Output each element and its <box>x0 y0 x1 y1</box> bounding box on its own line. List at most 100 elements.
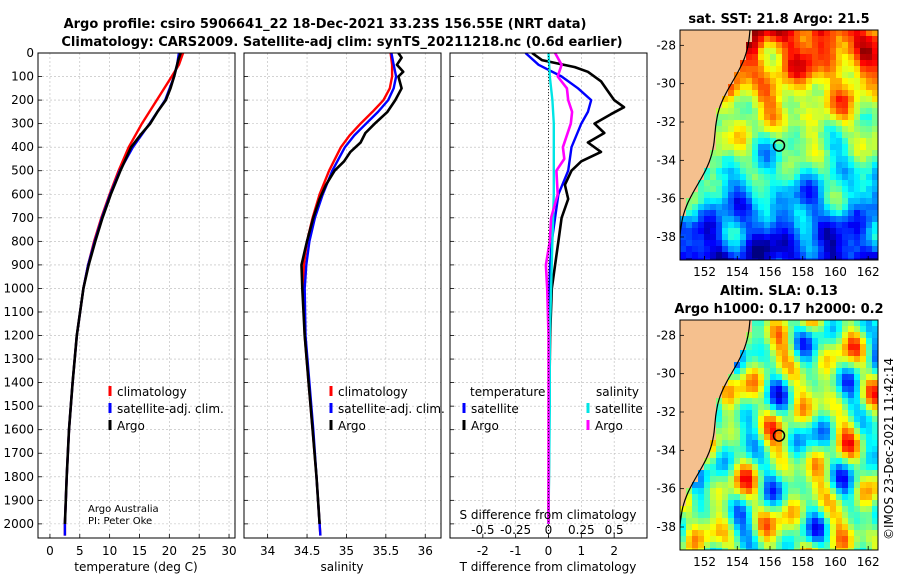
map-cell <box>806 470 813 477</box>
map-cell <box>692 234 699 241</box>
map-cell <box>752 48 759 55</box>
map-cell <box>752 90 759 97</box>
map-cell <box>854 416 861 423</box>
map-cell <box>836 174 843 181</box>
map-cell <box>782 168 789 175</box>
map-cell <box>716 36 723 43</box>
map-cell <box>698 216 705 223</box>
map-y-tick-label: -28 <box>656 38 676 52</box>
map-cell <box>854 72 861 79</box>
map-cell <box>872 216 878 223</box>
map-cell <box>704 60 711 67</box>
map-cell <box>812 210 819 217</box>
map-cell <box>866 476 873 483</box>
map-cell <box>764 428 771 435</box>
map-cell <box>758 138 765 145</box>
map-cell <box>836 102 843 109</box>
map-cell <box>692 174 699 181</box>
map-cell <box>848 252 855 259</box>
map-cell <box>752 180 759 187</box>
map-cell <box>752 114 759 121</box>
map-cell <box>746 72 753 79</box>
map-cell <box>830 174 837 181</box>
map-cell <box>806 326 813 333</box>
map-cell <box>722 258 729 260</box>
coastline <box>680 320 751 533</box>
map-cell <box>716 530 723 537</box>
map-cell <box>764 66 771 73</box>
map-cell <box>836 338 843 345</box>
map-cell <box>806 78 813 85</box>
map-cell <box>842 180 849 187</box>
map-cell <box>848 72 855 79</box>
map-cell <box>752 344 759 351</box>
map-cell <box>710 48 717 55</box>
map-cell <box>812 548 819 550</box>
map-cell <box>806 180 813 187</box>
map-cell <box>776 216 783 223</box>
map-cell <box>692 90 699 97</box>
map-cell <box>740 258 747 260</box>
map-cell <box>686 252 693 259</box>
map-cell <box>866 108 873 115</box>
map-cell <box>836 54 843 61</box>
map-cell <box>818 108 825 115</box>
map-cell <box>704 386 711 393</box>
map-cell <box>860 404 867 411</box>
map-cell <box>836 380 843 387</box>
map-cell <box>686 464 693 471</box>
map-cell <box>830 150 837 157</box>
map-cell <box>704 470 711 477</box>
x-tick-top-label: 0.25 <box>568 523 595 537</box>
map-cell <box>872 380 878 387</box>
map-cell <box>770 476 777 483</box>
map-cell <box>788 548 795 550</box>
map-cell <box>740 60 747 67</box>
temperature-xlabel: temperature (deg C) <box>74 560 197 574</box>
map-cell <box>800 332 807 339</box>
map-cell <box>866 84 873 91</box>
map-cell <box>716 204 723 211</box>
map-cell <box>812 252 819 259</box>
map-cell <box>848 60 855 67</box>
map-cell <box>716 48 723 55</box>
map-cell <box>698 252 705 259</box>
map-cell <box>686 386 693 393</box>
map-cell <box>818 174 825 181</box>
map-cell <box>830 84 837 91</box>
map-cell <box>848 36 855 43</box>
map-cell <box>752 126 759 133</box>
map-cell <box>710 114 717 121</box>
map-cell <box>776 126 783 133</box>
map-cell <box>752 542 759 549</box>
map-cell <box>746 54 753 61</box>
map-cell <box>722 320 729 327</box>
map-cell <box>734 228 741 235</box>
map-cell <box>818 246 825 253</box>
map-cell <box>866 150 873 157</box>
map-cell <box>692 30 699 37</box>
map-cell <box>716 326 723 333</box>
map-cell <box>794 36 801 43</box>
map-cell <box>800 398 807 405</box>
map-cell <box>728 78 735 85</box>
map-cell <box>770 542 777 549</box>
map-cell <box>728 506 735 513</box>
map-cell <box>836 344 843 351</box>
map-cell <box>782 362 789 369</box>
map-cell <box>764 138 771 145</box>
map-cell <box>818 102 825 109</box>
map-cell <box>794 470 801 477</box>
map-cell <box>752 198 759 205</box>
x-tick-top-label: -0.5 <box>471 523 494 537</box>
map-cell <box>848 482 855 489</box>
map-cell <box>770 446 777 453</box>
map-cell <box>710 440 717 447</box>
map-cell <box>794 138 801 145</box>
map-cell <box>710 464 717 471</box>
map-cell <box>830 192 837 199</box>
map-cell <box>848 440 855 447</box>
map-cell <box>704 440 711 447</box>
map-cell <box>794 398 801 405</box>
map-cell <box>854 132 861 139</box>
